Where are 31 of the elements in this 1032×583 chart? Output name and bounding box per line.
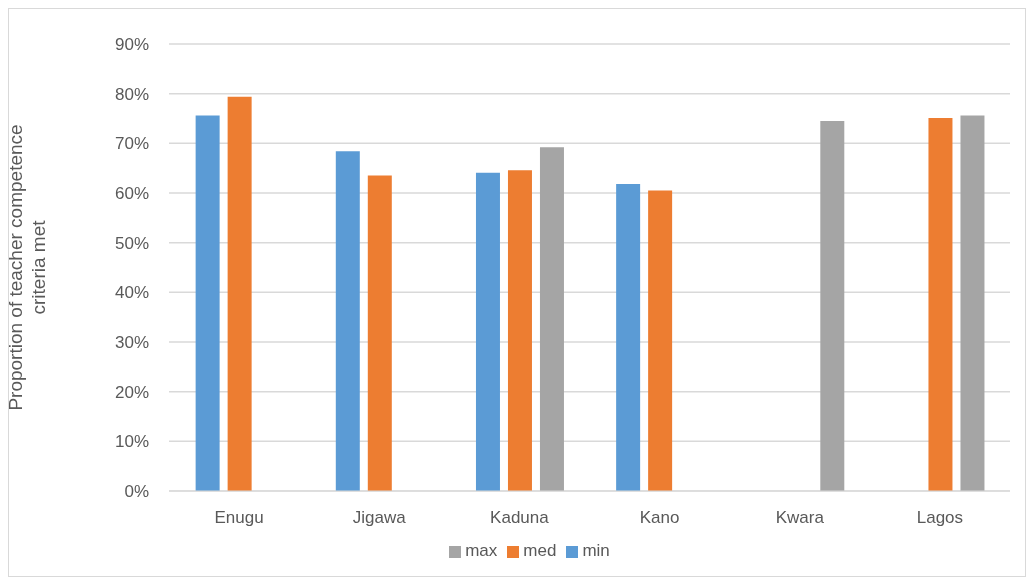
y-tick-label: 40% (114, 283, 149, 303)
bar (648, 190, 673, 491)
y-tick-label: 10% (114, 432, 149, 452)
bar (928, 118, 953, 491)
bar (507, 170, 532, 491)
y-tick-label: 50% (114, 233, 149, 253)
bar (539, 147, 564, 491)
y-tick-label: 60% (114, 184, 149, 204)
bar (960, 115, 985, 491)
legend-label: min (582, 541, 610, 560)
x-tick-label: Kwara (775, 508, 825, 528)
bar (616, 184, 641, 491)
y-tick-label: 20% (114, 382, 149, 402)
legend-label: max (465, 541, 498, 560)
bar (227, 96, 252, 491)
x-tick-label: Enugu (214, 508, 264, 528)
x-tick-label: Kaduna (490, 508, 550, 528)
x-tick-label: Jigawa (352, 508, 407, 528)
bar (335, 151, 360, 491)
bar (195, 115, 220, 491)
y-tick-label: 0% (124, 482, 149, 502)
y-tick-label: 90% (114, 35, 149, 55)
y-tick-label: 70% (114, 134, 149, 154)
y-tick-label: 30% (114, 333, 149, 353)
bar (367, 175, 392, 491)
legend-label: med (523, 541, 557, 560)
bar (820, 120, 845, 491)
x-tick-label: Kano (639, 508, 680, 528)
x-tick-label: Lagos (916, 508, 964, 528)
y-tick-label: 80% (114, 84, 149, 104)
bar (475, 172, 500, 491)
